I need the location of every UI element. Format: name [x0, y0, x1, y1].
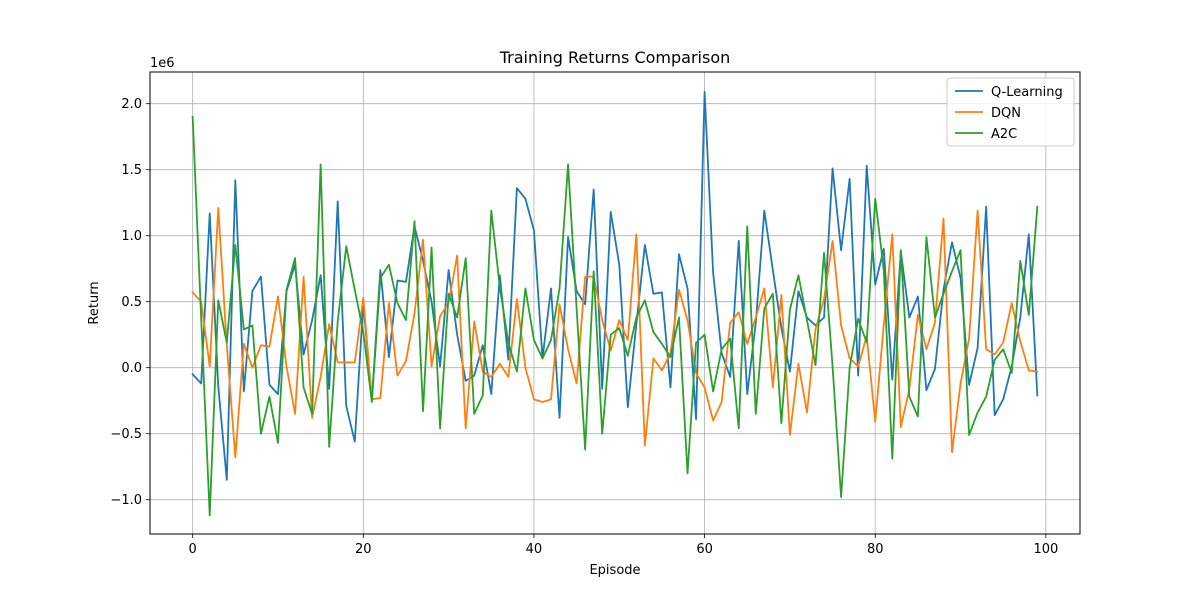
ticks: 0 20 40 60 80 100 −1.0 −0.5 0.0 0.5 1.0 1.5 2.0: [110, 97, 1058, 557]
y-tick-label: 0.5: [121, 295, 142, 310]
series-layer: [191, 90, 1039, 517]
x-tick-label: 60: [696, 542, 713, 557]
legend-label-q-learning: Q-Learning: [991, 85, 1063, 100]
legend-box: [946, 77, 1075, 147]
x-tick-label: 100: [1033, 542, 1058, 557]
plot-frame: [149, 71, 1081, 535]
y-tick-label: 1.0: [121, 229, 142, 244]
chart-title: Training Returns Comparison: [499, 48, 731, 67]
y-tick-label: 2.0: [121, 97, 142, 112]
x-tick-label: 80: [867, 542, 884, 557]
y-tick-label: 0.0: [121, 361, 142, 376]
series-line-dqn: [191, 207, 1039, 459]
x-tick-label: 20: [355, 542, 372, 557]
y-tick-label: −0.5: [110, 427, 142, 442]
x-tick-label: 0: [189, 542, 197, 557]
y-tick-label: −1.0: [110, 493, 142, 508]
legend: Q-Learning DQN A2C: [946, 77, 1075, 147]
y-tick-label: 1.5: [121, 163, 142, 178]
series-line-a2c: [191, 115, 1039, 517]
x-axis-label: Episode: [589, 563, 640, 578]
legend-label-a2c: A2C: [991, 127, 1017, 142]
x-tick-label: 40: [526, 542, 543, 557]
y-scale-note: 1e6: [150, 56, 175, 71]
y-axis-label: Return: [87, 281, 102, 324]
legend-label-dqn: DQN: [991, 106, 1021, 121]
